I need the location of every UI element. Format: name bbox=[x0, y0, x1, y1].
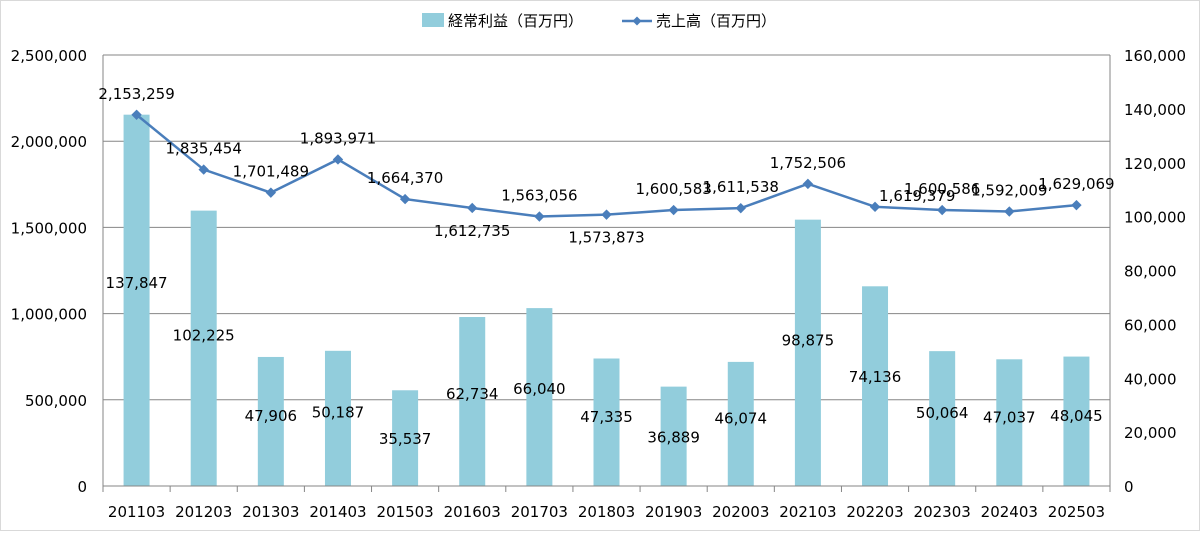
bar-data-label: 74,136 bbox=[849, 368, 902, 386]
x-tick-label: 201903 bbox=[645, 503, 702, 521]
y-right-tick-label: 60,000 bbox=[1124, 316, 1177, 334]
y-left-tick-label: 2,500,000 bbox=[11, 47, 87, 65]
bar-data-label: 46,074 bbox=[715, 410, 768, 428]
line-point bbox=[265, 187, 277, 198]
line-point bbox=[668, 204, 679, 216]
bar bbox=[929, 351, 956, 486]
line-point bbox=[1071, 199, 1082, 211]
line-data-label: 1,573,873 bbox=[568, 229, 644, 247]
line-point bbox=[601, 209, 612, 220]
x-tick-label: 202503 bbox=[1048, 503, 1105, 521]
bar-data-label: 50,187 bbox=[312, 404, 365, 422]
y-left-tick-label: 2,000,000 bbox=[11, 133, 87, 151]
bar bbox=[190, 210, 217, 486]
line-data-label: 1,592,009 bbox=[971, 182, 1047, 200]
y-left-tick-label: 1,000,000 bbox=[11, 306, 87, 324]
bar bbox=[1063, 356, 1090, 486]
line-data-label: 1,835,454 bbox=[166, 140, 242, 158]
bar bbox=[324, 350, 351, 486]
bar-data-label: 47,335 bbox=[580, 408, 633, 426]
line-data-label: 1,600,586 bbox=[904, 180, 980, 198]
line-data-label: 1,629,069 bbox=[1038, 175, 1114, 193]
bar bbox=[257, 356, 284, 486]
bar-data-label: 47,906 bbox=[245, 407, 298, 425]
line-data-label: 1,619,379 bbox=[879, 187, 955, 205]
y-left-tick-label: 0 bbox=[77, 478, 87, 496]
bar-data-label: 50,064 bbox=[916, 404, 969, 422]
bar-data-label: 48,045 bbox=[1050, 407, 1103, 425]
y-right-tick-label: 100,000 bbox=[1124, 209, 1186, 227]
line-data-label: 1,611,538 bbox=[703, 178, 779, 196]
bar-data-label: 66,040 bbox=[513, 380, 566, 398]
x-tick-label: 202303 bbox=[914, 503, 971, 521]
bar bbox=[727, 361, 754, 486]
line-data-label: 2,153,259 bbox=[98, 85, 174, 103]
x-tick-label: 201203 bbox=[175, 503, 232, 521]
y-right-tick-label: 40,000 bbox=[1124, 370, 1177, 388]
x-tick-label: 201103 bbox=[108, 503, 165, 521]
bar bbox=[660, 386, 687, 486]
line-point bbox=[198, 164, 209, 175]
x-tick-label: 202203 bbox=[846, 503, 903, 521]
bar bbox=[794, 219, 821, 487]
line-data-label: 1,664,370 bbox=[367, 169, 443, 187]
bar-data-label: 35,537 bbox=[379, 430, 432, 448]
legend-swatch-bar bbox=[422, 13, 444, 27]
y-right-tick-label: 80,000 bbox=[1124, 263, 1177, 281]
bar bbox=[392, 390, 419, 486]
y-left-tick-label: 500,000 bbox=[25, 392, 87, 410]
bar bbox=[526, 308, 553, 486]
bar-data-label: 47,037 bbox=[983, 408, 1036, 426]
line-point bbox=[467, 202, 478, 214]
x-tick-label: 201303 bbox=[242, 503, 299, 521]
bar-data-label: 62,734 bbox=[446, 385, 499, 403]
bar-data-label: 102,225 bbox=[173, 327, 235, 345]
x-tick-label: 201703 bbox=[511, 503, 568, 521]
line-point bbox=[399, 193, 411, 205]
y-right-tick-label: 140,000 bbox=[1124, 101, 1186, 119]
x-tick-label: 201403 bbox=[309, 503, 366, 521]
legend-label-line: 売上高（百万円） bbox=[656, 12, 776, 30]
y-right-tick-label: 20,000 bbox=[1124, 424, 1177, 442]
x-tick-label: 201803 bbox=[578, 503, 635, 521]
bar-data-label: 137,847 bbox=[106, 274, 168, 292]
line-point bbox=[131, 109, 142, 120]
bar bbox=[123, 114, 150, 486]
legend-marker-line bbox=[632, 16, 642, 26]
line-data-label: 1,893,971 bbox=[300, 129, 376, 147]
legend-label-bar: 経常利益（百万円） bbox=[448, 12, 583, 30]
line-point bbox=[1004, 206, 1015, 217]
line-point bbox=[534, 211, 545, 222]
line-data-label: 1,612,735 bbox=[434, 222, 510, 240]
bar bbox=[459, 317, 486, 486]
x-tick-label: 201603 bbox=[444, 503, 501, 521]
x-tick-label: 202403 bbox=[981, 503, 1038, 521]
line-point bbox=[936, 204, 948, 216]
line-point bbox=[332, 154, 344, 165]
line-point bbox=[802, 178, 814, 190]
bar-data-label: 98,875 bbox=[782, 332, 835, 350]
line-data-label: 1,563,056 bbox=[501, 187, 577, 205]
y-right-tick-label: 160,000 bbox=[1124, 47, 1186, 65]
bar bbox=[862, 286, 889, 486]
bar-data-label: 36,889 bbox=[647, 428, 700, 446]
line-data-label: 1,600,583 bbox=[635, 180, 711, 198]
line-point bbox=[869, 201, 881, 213]
line-point bbox=[735, 202, 746, 214]
bar bbox=[593, 358, 620, 486]
y-right-tick-label: 120,000 bbox=[1124, 155, 1186, 173]
line-data-label: 1,701,489 bbox=[233, 163, 309, 181]
y-right-tick-label: 0 bbox=[1124, 478, 1134, 496]
x-tick-label: 202003 bbox=[712, 503, 769, 521]
y-left-tick-label: 1,500,000 bbox=[11, 219, 87, 237]
bar bbox=[996, 359, 1023, 486]
line-data-label: 1,752,506 bbox=[770, 154, 846, 172]
x-tick-label: 201503 bbox=[376, 503, 433, 521]
x-tick-label: 202103 bbox=[779, 503, 836, 521]
